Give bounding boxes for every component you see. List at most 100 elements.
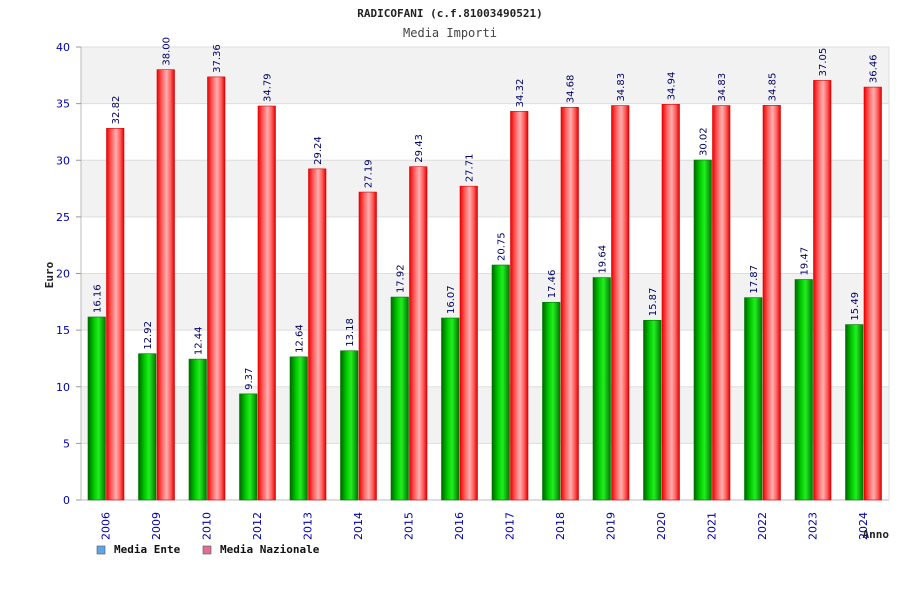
- data-label: 34.83: [616, 73, 627, 102]
- bar-media-nazionale-2006: [106, 128, 125, 501]
- bar-media-nazionale-2017: [510, 111, 529, 501]
- x-tick-label: 2024: [857, 512, 870, 540]
- data-label: 37.05: [818, 48, 829, 77]
- bar-media-nazionale-2009: [156, 69, 175, 501]
- data-label: 15.87: [648, 288, 659, 317]
- data-label: 34.79: [263, 73, 274, 102]
- x-tick-label: 2006: [100, 512, 113, 540]
- data-label: 34.68: [566, 75, 577, 104]
- y-tick-label: 40: [56, 41, 70, 54]
- bar-media-nazionale-2015: [409, 166, 428, 501]
- y-axis-label: Euro: [43, 261, 56, 288]
- data-label: 27.71: [465, 154, 476, 183]
- data-label: 34.85: [768, 73, 779, 102]
- bar-media-ente-2006: [87, 316, 106, 501]
- x-tick-label: 2012: [251, 512, 264, 540]
- x-tick-label: 2013: [302, 512, 315, 540]
- legend: Media Ente Media Nazionale: [96, 543, 320, 556]
- data-label: 13.18: [345, 318, 356, 347]
- x-tick-label: 2020: [655, 512, 668, 540]
- bar-media-ente-2024: [845, 324, 864, 501]
- data-label: 17.92: [396, 264, 407, 293]
- data-label: 20.75: [497, 232, 508, 261]
- x-tick-label: 2018: [554, 512, 567, 540]
- bar-media-ente-2022: [744, 297, 763, 501]
- data-label: 17.46: [547, 270, 558, 299]
- x-axis-label: Anno: [863, 528, 890, 541]
- data-label: 34.94: [667, 72, 678, 101]
- data-label: 29.43: [414, 134, 425, 163]
- x-tick-label: 2021: [706, 512, 719, 540]
- bar-media-ente-2012: [239, 393, 258, 501]
- bar-media-nazionale-2016: [459, 185, 478, 501]
- x-tick-label: 2009: [150, 512, 163, 540]
- chart-title: RADICOFANI (c.f.81003490521): [357, 7, 542, 20]
- x-tick-label: 2014: [352, 512, 365, 540]
- y-tick-label: 10: [56, 381, 70, 394]
- legend-swatch-media-ente: [96, 545, 106, 555]
- data-label: 34.32: [515, 79, 526, 108]
- data-label: 27.19: [364, 159, 375, 188]
- data-label: 9.37: [244, 368, 255, 390]
- y-tick-label: 25: [56, 211, 70, 224]
- data-label: 16.07: [446, 285, 457, 314]
- y-tick-label: 20: [56, 268, 70, 281]
- data-label: 38.00: [162, 37, 173, 66]
- legend-label-media-nazionale: Media Nazionale: [220, 543, 320, 556]
- bar-media-nazionale-2018: [560, 106, 579, 501]
- bar-media-nazionale-2019: [611, 105, 630, 501]
- bar-media-nazionale-2020: [661, 104, 680, 501]
- data-label: 17.87: [749, 265, 760, 294]
- bar-media-nazionale-2022: [762, 105, 781, 501]
- data-label: 12.92: [143, 321, 154, 350]
- data-labels: 16.16 32.82 12.92 38.00 12.44 37.36 9.37 34.79 1…: [93, 37, 880, 390]
- data-label: 19.64: [598, 245, 609, 274]
- y-tick-label: 0: [63, 494, 70, 507]
- bar-media-ente-2018: [542, 301, 561, 501]
- bar-media-ente-2010: [188, 358, 207, 501]
- bar-media-nazionale-2023: [813, 80, 832, 501]
- bar-media-ente-2014: [340, 350, 359, 501]
- bar-media-ente-2020: [643, 319, 662, 501]
- bar-media-ente-2017: [491, 264, 510, 501]
- data-label: 30.02: [699, 127, 710, 156]
- x-axis-ticks: 2006 2009 2010 2012 2013 2014 2015 2016 2017 2018…: [100, 512, 871, 540]
- bar-media-nazionale-2024: [863, 86, 882, 501]
- data-label: 29.24: [313, 136, 324, 165]
- bar-media-ente-2015: [390, 296, 409, 501]
- bar-media-ente-2023: [794, 279, 813, 501]
- bar-media-ente-2013: [289, 356, 308, 501]
- x-tick-label: 2016: [453, 512, 466, 540]
- data-label: 12.44: [194, 326, 205, 355]
- legend-label-media-ente: Media Ente: [114, 543, 181, 556]
- y-tick-label: 30: [56, 154, 70, 167]
- y-axis-ticks: 0 5 10 15 20 25 30 35 40: [56, 41, 81, 507]
- bar-media-nazionale-2021: [712, 105, 731, 501]
- bar-media-ente-2019: [592, 277, 611, 501]
- bar-media-ente-2009: [138, 353, 157, 501]
- data-label: 34.83: [717, 73, 728, 102]
- x-tick-label: 2023: [807, 512, 820, 540]
- legend-swatch-media-nazionale: [202, 545, 212, 555]
- bar-media-nazionale-2010: [207, 76, 226, 501]
- y-tick-label: 35: [56, 98, 70, 111]
- x-tick-label: 2015: [403, 512, 416, 540]
- data-label: 19.47: [800, 247, 811, 276]
- y-tick-label: 15: [56, 324, 70, 337]
- data-label: 15.49: [850, 292, 861, 321]
- data-label: 36.46: [869, 54, 880, 83]
- y-tick-label: 5: [63, 437, 70, 450]
- data-label: 16.16: [93, 284, 104, 313]
- data-label: 32.82: [111, 96, 122, 125]
- x-tick-label: 2010: [201, 512, 214, 540]
- bar-media-ente-2016: [441, 317, 460, 501]
- data-label: 37.36: [212, 44, 223, 73]
- data-label: 12.64: [295, 324, 306, 353]
- bar-media-nazionale-2014: [358, 191, 377, 501]
- bars: [87, 69, 882, 501]
- chart-subtitle: Media Importi: [403, 26, 497, 40]
- bar-media-ente-2021: [693, 159, 712, 501]
- bar-media-nazionale-2012: [257, 105, 276, 501]
